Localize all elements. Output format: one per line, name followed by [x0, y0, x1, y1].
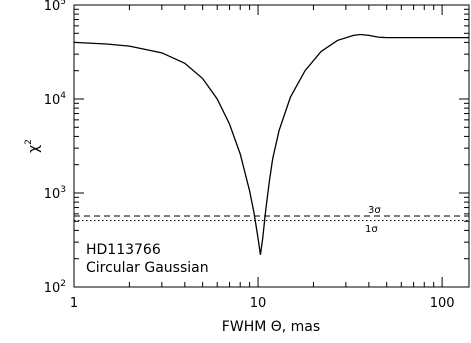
axis-tick-labels: 1 10 100 102 103 104 105 — [44, 0, 455, 311]
ref-label-1sigma: 1σ — [365, 224, 378, 235]
annotation-model-name: Circular Gaussian — [86, 260, 209, 276]
y-axis-label-base: χ — [26, 145, 42, 153]
y-axis-label: χ2 — [24, 139, 42, 153]
ref-label-3sigma: 3σ — [368, 205, 381, 216]
y-tick-label: 105 — [44, 0, 66, 14]
y-tick-label: 102 — [44, 279, 66, 296]
chi-square-curve — [73, 33, 469, 255]
reference-lines — [74, 215, 469, 221]
x-axis-label: FWHM Θ, mas — [222, 319, 320, 335]
y-axis-label-exp: 2 — [24, 139, 34, 145]
x-tick-label: 100 — [430, 296, 455, 311]
plot-frame — [73, 4, 470, 288]
x-tick-label: 10 — [250, 296, 267, 311]
y-tick-label: 103 — [44, 185, 66, 202]
y-tick-label: 104 — [44, 91, 67, 108]
svg-text:χ2: χ2 — [24, 139, 42, 153]
axis-ticks — [73, 4, 469, 288]
x-tick-label: 1 — [70, 296, 78, 311]
annotation-star-name: HD113766 — [86, 242, 161, 258]
